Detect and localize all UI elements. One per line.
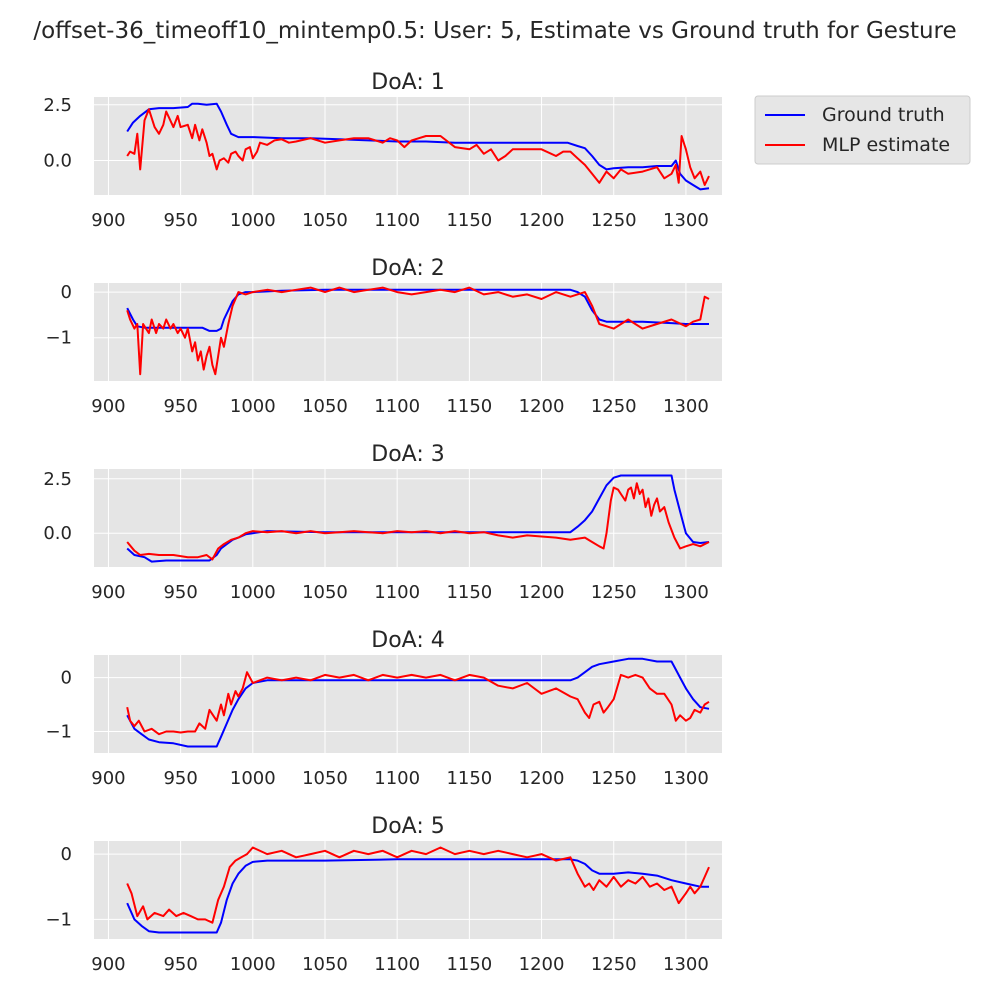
x-tick-label: 1300 [663,582,709,603]
x-tick-label: 1000 [230,396,276,417]
series-line-mlp-estimate [126,482,710,561]
x-tick-label: 1300 [663,396,709,417]
x-tick-label: 950 [163,954,197,975]
series-line-mlp-estimate [126,286,710,376]
y-tick-label: 0 [61,282,72,303]
x-tick-label: 950 [163,210,197,231]
plot-area [94,283,722,381]
y-tick-label: 0.0 [43,150,72,171]
subplot-1: 900 950 1000 1050 1100 1150 1200 1250 1300 0.0 2.5… [43,70,722,231]
subplot-5: 900 950 1000 1050 1100 1150 1200 1250 1300 −1 0 DoA… [45,814,722,975]
y-tick-label: −1 [45,721,72,742]
x-tick-label: 1250 [591,582,637,603]
subplot-title: DoA: 2 [371,256,444,281]
x-tick-label: 1000 [230,954,276,975]
y-tick-label: 0.0 [43,523,72,544]
plot-area [94,655,722,753]
series-group [126,474,710,563]
plot-area [94,841,722,939]
x-tick-label: 1100 [374,582,420,603]
series-group [126,846,710,934]
x-tick-label: 900 [91,768,125,789]
x-tick-label: 1050 [302,396,348,417]
subplot-title: DoA: 1 [371,70,444,95]
series-line-ground-truth [126,474,710,563]
x-tick-label: 950 [163,768,197,789]
x-tick-label: 900 [91,210,125,231]
y-tick-label: 2.5 [43,469,72,490]
x-tick-label: 1150 [446,954,492,975]
x-tick-label: 1200 [519,396,565,417]
legend: Ground truth MLP estimate [754,95,971,165]
x-tick-label: 1000 [230,582,276,603]
series-line-ground-truth [126,858,709,934]
x-tick-label: 1150 [446,210,492,231]
x-tick-label: 1100 [374,954,420,975]
x-tick-label: 1200 [519,582,565,603]
subplot-4: 900 950 1000 1050 1100 1150 1200 1250 1300 −1 0 DoA… [45,628,722,789]
x-tick-label: 1050 [302,582,348,603]
figure-title: /offset-36_timeoff10_mintemp0.5: User: 5… [33,18,956,44]
series-line-mlp-estimate [126,108,710,186]
subplots: 900 950 1000 1050 1100 1150 1200 1250 1300 0.0 2.5… [43,70,722,975]
subplot-title: DoA: 5 [371,814,444,839]
x-tick-label: 1050 [302,210,348,231]
series-line-ground-truth [126,102,710,191]
series-line-mlp-estimate [126,846,710,924]
x-tick-label: 1200 [519,210,565,231]
x-tick-label: 1150 [446,582,492,603]
x-tick-label: 1200 [519,954,565,975]
x-tick-label: 1100 [374,396,420,417]
subplot-3: 900 950 1000 1050 1100 1150 1200 1250 1300 0.0 2.5… [43,442,722,603]
x-tick-label: 1300 [663,954,709,975]
y-tick-label: 2.5 [43,95,72,116]
x-tick-label: 1300 [663,210,709,231]
x-tick-label: 1250 [591,954,637,975]
legend-label-ground-truth: Ground truth [822,104,945,126]
series-group [126,657,710,748]
subplot-2: 900 950 1000 1050 1100 1150 1200 1250 1300 −1 0 DoA… [45,256,722,417]
subplot-title: DoA: 3 [371,442,444,467]
x-tick-label: 1100 [374,768,420,789]
series-group [126,102,710,191]
x-tick-label: 900 [91,396,125,417]
x-tick-label: 1250 [591,768,637,789]
plot-area [94,97,722,195]
y-tick-label: 0 [61,668,72,689]
x-tick-label: 1300 [663,768,709,789]
x-tick-label: 1100 [374,210,420,231]
legend-label-mlp-estimate: MLP estimate [822,134,950,156]
x-tick-label: 1050 [302,768,348,789]
series-line-mlp-estimate [126,671,710,736]
series-line-ground-truth [126,657,710,748]
y-tick-label: −1 [45,909,72,930]
x-tick-label: 900 [91,954,125,975]
x-tick-label: 950 [163,582,197,603]
y-tick-label: 0 [61,844,72,865]
legend-box [754,95,971,165]
x-tick-label: 1050 [302,954,348,975]
series-group [126,286,710,376]
x-tick-label: 950 [163,396,197,417]
x-tick-label: 1000 [230,210,276,231]
x-tick-label: 1250 [591,396,637,417]
x-tick-label: 1150 [446,396,492,417]
x-tick-label: 900 [91,582,125,603]
subplot-title: DoA: 4 [371,628,444,653]
x-tick-label: 1200 [519,768,565,789]
x-tick-label: 1250 [591,210,637,231]
x-tick-label: 1000 [230,768,276,789]
x-tick-label: 1150 [446,768,492,789]
plot-area [94,469,722,567]
y-tick-label: −1 [45,328,72,349]
